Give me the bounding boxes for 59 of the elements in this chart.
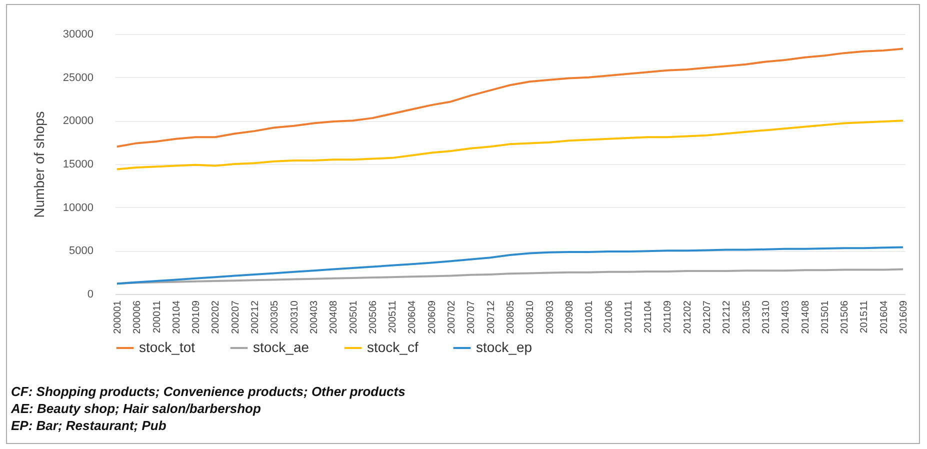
x-tick-label: 200212 <box>250 300 262 334</box>
x-tick-label: 200707 <box>466 300 478 334</box>
x-tick-label: 200712 <box>486 300 497 334</box>
line-series <box>116 246 904 285</box>
y-tick-label: 10000 <box>62 202 94 214</box>
x-tick-label: 201506 <box>840 300 851 334</box>
text: EP: Bar; Restaurant; Pub <box>11 417 168 434</box>
x-tick-label: 201604 <box>878 300 890 334</box>
x-tick-label: 201104 <box>643 300 654 334</box>
text: CF: Shopping products; Convenience products; Other products <box>11 383 406 400</box>
x-tick-label: 201403 <box>780 300 792 334</box>
x-tick-label: 201501 <box>820 300 831 334</box>
x-tick-label: 201006 <box>604 300 615 334</box>
x-tick-label: 200305 <box>270 300 281 334</box>
x-tick-label: 201212 <box>722 300 733 334</box>
legend-label: stock_tot <box>139 339 196 355</box>
x-tick-label: 201305 <box>741 300 752 334</box>
x-tick-label: 200104 <box>171 300 182 334</box>
legend-label: stock_ep <box>476 339 532 355</box>
x-tick-label: 200903 <box>544 300 556 334</box>
x-tick-label: 200506 <box>368 300 379 334</box>
x-tick-label: 200805 <box>506 300 516 334</box>
x-tick-label: 200011 <box>152 300 163 334</box>
x-tick-label: 201001 <box>584 300 596 334</box>
x-tick-label: 200001 <box>112 300 124 334</box>
x-tick-label: 200609 <box>426 300 438 334</box>
x-tick-label: 201109 <box>662 300 674 334</box>
legend-label: stock_ae <box>253 339 310 355</box>
y-tick-label: 30000 <box>62 28 94 40</box>
x-tick-label: 200207 <box>230 300 242 334</box>
x-tick-label: 200501 <box>348 300 360 334</box>
x-tick-label: 200310 <box>289 300 300 334</box>
legend-label: stock_cf <box>367 339 418 355</box>
x-tick-label: 200202 <box>210 300 222 334</box>
y-tick-label: 5000 <box>69 245 94 258</box>
line-series <box>116 48 904 148</box>
y-tick-label: 0 <box>87 288 94 300</box>
line-series <box>116 120 904 170</box>
x-tick-label: 200511 <box>388 300 399 334</box>
y-axis-title: Number of shops <box>30 111 47 218</box>
x-tick-label: 200908 <box>564 300 576 334</box>
x-tick-label: 201511 <box>859 300 870 334</box>
x-tick-label: 201207 <box>702 300 714 334</box>
x-tick-label: 201310 <box>760 300 772 334</box>
y-tick-label: 20000 <box>62 115 94 128</box>
x-tick-label: 201202 <box>682 300 694 334</box>
x-tick-label: 200810 <box>525 300 536 334</box>
x-tick-label: 201408 <box>800 300 812 334</box>
x-tick-label: 200604 <box>407 300 418 334</box>
x-tick-label: 200702 <box>446 300 458 334</box>
x-tick-label: 200403 <box>308 300 320 334</box>
y-tick-label: 15000 <box>62 158 94 170</box>
x-tick-label: 201011 <box>623 300 634 334</box>
x-tick-label: 200408 <box>328 300 340 334</box>
x-tick-label: 201609 <box>898 300 910 334</box>
y-tick-label: 25000 <box>62 72 94 84</box>
x-tick-label: 200006 <box>132 300 144 334</box>
x-tick-label: 200109 <box>191 300 202 334</box>
text: AE: Beauty shop; Hair salon/barbershop <box>11 400 262 417</box>
